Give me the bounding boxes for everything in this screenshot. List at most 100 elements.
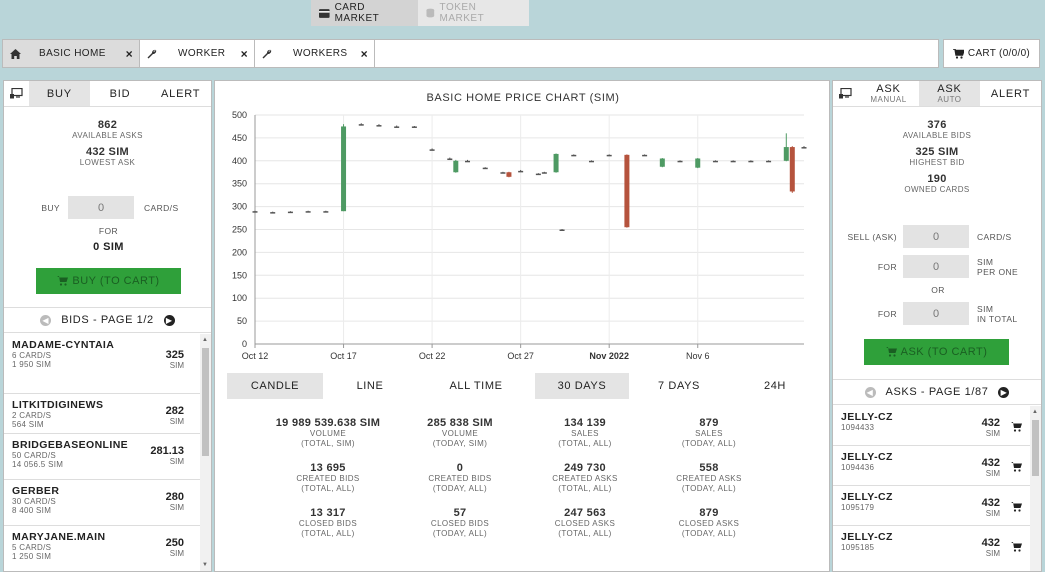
prev-page-icon[interactable]: ◀	[40, 314, 52, 326]
close-icon[interactable]: ×	[125, 47, 133, 61]
unit-label: SIM	[977, 256, 994, 267]
y-tick-label: 300	[232, 202, 247, 212]
stat-label: CLOSED ASKS	[678, 519, 740, 528]
ask-row[interactable]: JELLY-CZ 1095185 432 SIM	[833, 526, 1030, 566]
cart-button[interactable]: CART (0/0/0)	[943, 39, 1040, 68]
bid-row[interactable]: MARYJANE.MAIN 5 CARD/S 1 250 SIM 250 SIM	[4, 526, 200, 568]
tab-alert[interactable]: ALERT	[980, 81, 1041, 106]
candle-body	[766, 160, 772, 163]
candle-body	[783, 147, 789, 161]
tab-worker[interactable]: WORKER ×	[140, 40, 255, 67]
stat-2: 134 139 SALES (TOTAL, ALL)	[520, 417, 650, 449]
tab-label: 30 DAYS	[557, 380, 607, 392]
stat-0: 19 989 539.638 SIM VOLUME (TOTAL, SIM)	[263, 417, 393, 449]
scrollbar-thumb[interactable]	[202, 348, 209, 456]
x-tick-label: Oct 27	[507, 351, 534, 361]
candle-body	[411, 126, 417, 128]
next-page-icon[interactable]: ▶	[998, 386, 1010, 398]
price-total-input[interactable]	[903, 302, 969, 325]
bid-row[interactable]: MADAME-CYNTAIA 6 CARD/S 1 950 SIM 325 SIM	[4, 334, 200, 394]
candle-body	[341, 126, 347, 212]
tab-ask-auto[interactable]: ASK AUTO	[919, 81, 980, 106]
tab-7-days[interactable]: 7 DAYS	[629, 373, 729, 399]
stat-label: CREATED ASKS	[676, 474, 742, 483]
ask-price-value: 432	[981, 537, 1000, 549]
buy-quantity-input[interactable]	[68, 196, 134, 219]
price-per-one-input[interactable]	[903, 255, 969, 278]
buy-to-cart-button[interactable]: BUY (TO CART)	[36, 268, 181, 294]
asks-pager: ◀ ASKS - PAGE 1/87 ▶	[833, 379, 1041, 405]
next-page-icon[interactable]: ▶	[163, 314, 175, 326]
candle-body	[553, 153, 559, 173]
cards-label: CARD/S	[977, 231, 1012, 242]
tab-24h[interactable]: 24H	[729, 373, 821, 399]
bids-list: MADAME-CYNTAIA 6 CARD/S 1 950 SIM 325 SIM…	[4, 334, 200, 568]
bids-scrollbar[interactable]: ▲ ▼	[200, 334, 211, 571]
switch-icon[interactable]	[4, 81, 29, 106]
price-chart[interactable]: 0 50 100 150 200 250 300 350 400 450 500 Oct 12 Oct …	[215, 107, 831, 369]
tab-label: BASIC HOME	[39, 48, 106, 59]
available-bids-stat: 376 AVAILABLE BIDS	[833, 119, 1041, 140]
available-asks-value: 862	[97, 119, 118, 131]
stat-1: 285 838 SIM VOLUME (TODAY, SIM)	[395, 417, 525, 449]
scrollbar-thumb[interactable]	[1032, 420, 1039, 476]
tab-label: BID	[109, 87, 131, 100]
tab-ask-manual[interactable]: ASK MANUAL	[858, 81, 919, 106]
bid-row[interactable]: GERBER 30 CARD/S 8 400 SIM 280 SIM	[4, 480, 200, 526]
ask-to-cart-button[interactable]: ASK (TO CART)	[864, 339, 1009, 365]
in-total-text: IN TOTAL	[977, 313, 1018, 324]
candle-body	[571, 154, 577, 157]
stat-scope: (TODAY, SIM)	[432, 439, 488, 448]
sell-label: SELL (ASK)	[847, 231, 897, 242]
tab-buy[interactable]: BUY	[29, 81, 90, 106]
sell-quantity-input[interactable]	[903, 225, 969, 248]
stat-3: 879 SALES (TODAY, ALL)	[644, 417, 774, 449]
tab-sublabel: AUTO	[937, 95, 962, 104]
tab-all-time[interactable]: ALL TIME	[417, 373, 535, 399]
home-icon	[3, 48, 27, 59]
bid-row[interactable]: BRIDGEBASEONLINE 50 CARD/S 14 056.5 SIM …	[4, 434, 200, 480]
tab-label: CANDLE	[250, 380, 300, 392]
add-to-cart-icon[interactable]	[1011, 539, 1022, 557]
market-tabs: CARD MARKET TOKEN MARKET	[311, 0, 529, 26]
tab-30-days[interactable]: 30 DAYS	[535, 373, 629, 399]
cart-icon	[885, 347, 897, 357]
tab-candle[interactable]: CANDLE	[227, 373, 323, 399]
add-to-cart-icon[interactable]	[1011, 419, 1022, 437]
tab-label: WORKERS	[293, 48, 348, 59]
tab-bid[interactable]: BID	[90, 81, 151, 106]
tab-label: 7 DAYS	[658, 380, 700, 392]
ask-row[interactable]: JELLY-CZ 1094436 432 SIM	[833, 446, 1030, 486]
scroll-up-icon[interactable]: ▲	[1032, 409, 1038, 415]
lowest-ask-stat: 432 SIM LOWEST ASK	[4, 146, 211, 167]
scroll-down-icon[interactable]: ▼	[202, 562, 208, 568]
available-asks-stat: 862 AVAILABLE ASKS	[4, 119, 211, 140]
add-to-cart-icon[interactable]	[1011, 499, 1022, 517]
y-tick-label: 100	[232, 293, 247, 303]
tab-label: ALL TIME	[449, 380, 503, 392]
asks-scrollbar[interactable]: ▲	[1030, 406, 1041, 571]
tab-label: ASK	[937, 83, 962, 95]
cards-label: CARD/S	[144, 202, 179, 213]
asks-pager-label: ASKS - PAGE 1/87	[885, 386, 989, 398]
prev-page-icon[interactable]: ◀	[864, 386, 876, 398]
tab-token-market[interactable]: TOKEN MARKET	[418, 0, 529, 26]
ask-row[interactable]: JELLY-CZ 1095179 432 SIM	[833, 486, 1030, 526]
tab-workers[interactable]: WORKERS ×	[255, 40, 375, 67]
close-icon[interactable]: ×	[360, 47, 368, 61]
seller-name: JELLY-CZ	[841, 411, 893, 423]
ask-row[interactable]: JELLY-CZ 1094433 432 SIM	[833, 406, 1030, 446]
scroll-up-icon[interactable]: ▲	[202, 337, 208, 343]
close-icon[interactable]: ×	[240, 47, 248, 61]
add-to-cart-icon[interactable]	[1011, 459, 1022, 477]
bid-row[interactable]: LITKITDIGINEWS 2 CARD/S 564 SIM 282 SIM	[4, 394, 200, 434]
tab-alert[interactable]: ALERT	[150, 81, 211, 106]
tab-basic-home[interactable]: BASIC HOME ×	[3, 40, 140, 67]
tab-line[interactable]: LINE	[323, 373, 417, 399]
candle-body	[518, 170, 524, 173]
ask-price-unit: SIM	[985, 429, 1000, 438]
x-tick-label: Nov 6	[686, 351, 710, 361]
tab-card-market[interactable]: CARD MARKET	[311, 0, 418, 26]
ask-price: 432 SIM	[982, 497, 1000, 518]
switch-icon[interactable]	[833, 81, 858, 106]
